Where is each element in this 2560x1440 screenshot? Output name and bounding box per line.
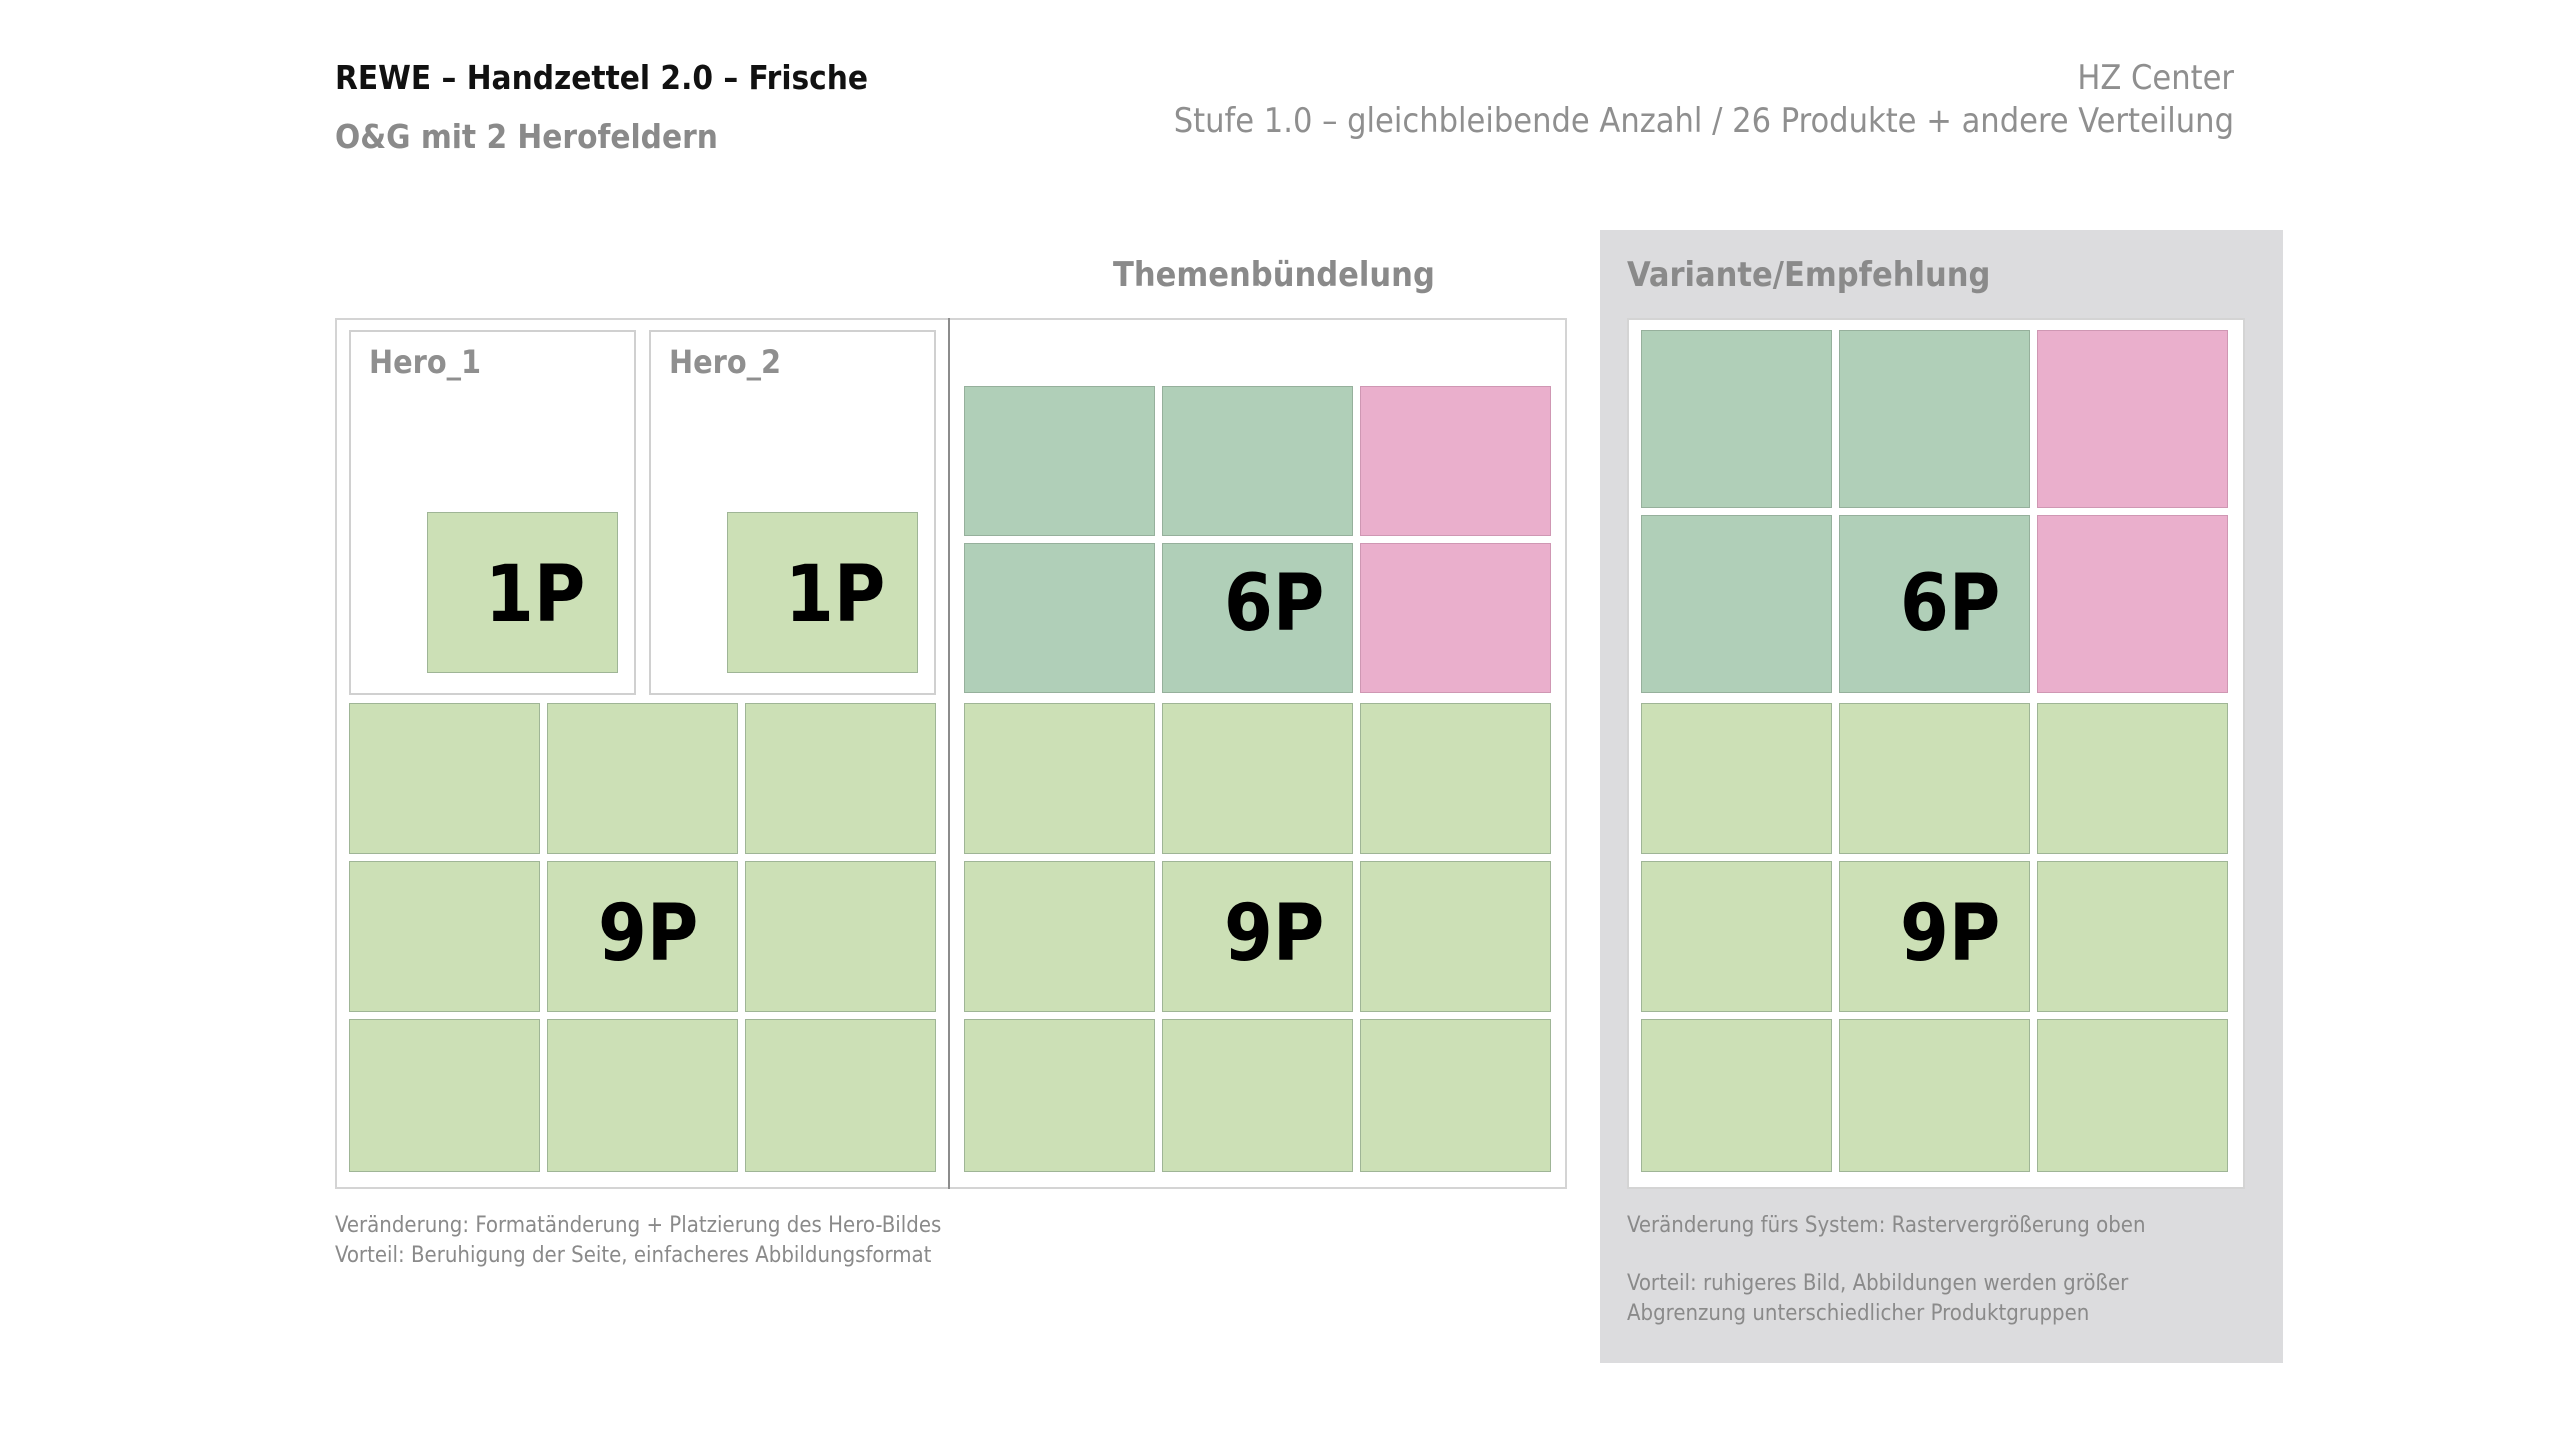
product-cell: [349, 703, 540, 854]
product-cell: [2037, 861, 2228, 1012]
note-right-change: Veränderung fürs System: Rastervergrößer…: [1627, 1213, 2146, 1238]
product-cell: [2037, 703, 2228, 854]
product-cell: [1360, 861, 1551, 1012]
product-cell-theme: [1839, 515, 2030, 693]
theme-count-middle: 6P: [1224, 559, 1325, 649]
product-cell-theme: [1641, 515, 1832, 693]
hero-label-2: Hero_2: [669, 343, 782, 381]
note-right-benefit: Vorteil: ruhigeres Bild, Abbildungen wer…: [1627, 1271, 2129, 1296]
product-cell-theme-pink: [2037, 330, 2228, 508]
hero-label-1: Hero_1: [369, 343, 482, 381]
page-subtitle: O&G mit 2 Herofeldern: [335, 117, 718, 156]
product-cell: [1839, 703, 2030, 854]
product-cell-theme: [964, 543, 1155, 693]
product-cell: [1641, 703, 1832, 854]
section-title-variante: Variante/Empfehlung: [1627, 255, 1991, 295]
page-title: REWE – Handzettel 2.0 – Frische: [335, 58, 869, 97]
hero-count-1: 1P: [485, 550, 586, 640]
product-cell: [1641, 861, 1832, 1012]
product-cell: [745, 703, 936, 854]
hero-product-2: [727, 512, 918, 673]
theme-count-right: 6P: [1900, 559, 2001, 649]
product-cell: [547, 861, 738, 1012]
product-cell: [964, 1019, 1155, 1172]
product-cell: [1360, 1019, 1551, 1172]
product-cell-theme: [1839, 330, 2030, 508]
product-cell-theme-pink: [1360, 543, 1551, 693]
product-cell-theme-pink: [2037, 515, 2228, 693]
hero-product-1: [427, 512, 618, 673]
product-cell: [547, 703, 738, 854]
section-title-themen: Themenbündelung: [1113, 255, 1435, 295]
product-cell: [745, 1019, 936, 1172]
grid-count-right: 9P: [1900, 889, 2001, 979]
grid-count-left: 9P: [598, 889, 699, 979]
header-label-stage: Stufe 1.0 – gleichbleibende Anzahl / 26 …: [1173, 101, 2234, 141]
product-cell-theme-pink: [1360, 386, 1551, 536]
product-cell: [1839, 1019, 2030, 1172]
product-cell: [964, 861, 1155, 1012]
product-cell: [745, 861, 936, 1012]
product-cell-theme: [964, 386, 1155, 536]
product-cell: [1162, 703, 1353, 854]
product-cell: [964, 703, 1155, 854]
product-cell: [1641, 1019, 1832, 1172]
frame-divider: [948, 318, 950, 1189]
product-cell: [1162, 861, 1353, 1012]
product-cell: [547, 1019, 738, 1172]
product-cell: [2037, 1019, 2228, 1172]
grid-count-middle: 9P: [1224, 889, 1325, 979]
product-cell: [349, 861, 540, 1012]
product-cell: [349, 1019, 540, 1172]
note-left-change: Veränderung: Formatänderung + Platzierun…: [335, 1213, 942, 1238]
product-cell-theme: [1162, 386, 1353, 536]
note-left-benefit: Vorteil: Beruhigung der Seite, einfacher…: [335, 1243, 932, 1268]
product-cell-theme: [1641, 330, 1832, 508]
product-cell: [1360, 703, 1551, 854]
product-cell: [1839, 861, 2030, 1012]
note-right-benefit-2: Abgrenzung unterschiedlicher Produktgrup…: [1627, 1301, 2090, 1326]
hero-count-2: 1P: [785, 550, 886, 640]
product-cell: [1162, 1019, 1353, 1172]
product-cell-theme: [1162, 543, 1353, 693]
header-label-center: HZ Center: [2077, 58, 2234, 98]
